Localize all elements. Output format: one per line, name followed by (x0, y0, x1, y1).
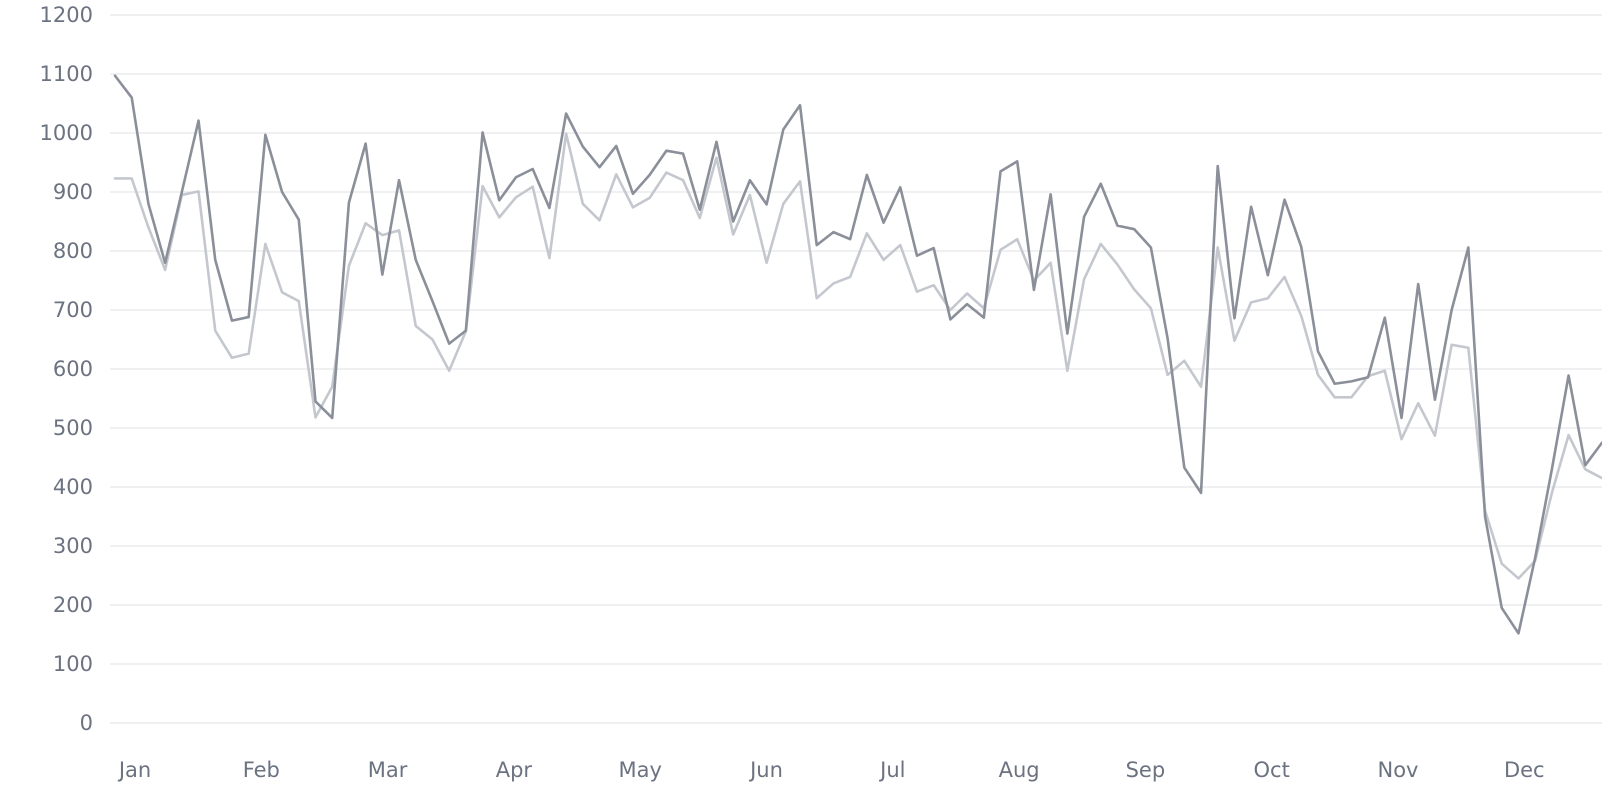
y-tick-label: 1100 (40, 62, 93, 86)
x-tick-label-feb: Feb (243, 758, 280, 782)
x-tick-label-oct: Oct (1254, 758, 1290, 782)
series-line-2 (113, 132, 1602, 580)
x-tick-label-nov: Nov (1378, 758, 1419, 782)
x-tick-label-dec: Dec (1504, 758, 1545, 782)
y-tick-label: 500 (53, 416, 93, 440)
grid-layer (110, 14, 1602, 724)
y-tick-label: 1000 (40, 121, 93, 145)
x-tick-label-apr: Apr (496, 758, 533, 782)
series-line-1 (113, 74, 1602, 635)
y-tick-label: 0 (80, 711, 93, 735)
x-tick-label-may: May (618, 758, 661, 782)
y-tick-label: 800 (53, 239, 93, 263)
x-tick-label-jul: Jul (878, 758, 905, 782)
x-axis-tick-labels: Jan Feb Mar Apr May Jun Jul Aug Sep Oct Nov Dec (117, 758, 1545, 782)
y-tick-label: 700 (53, 298, 93, 322)
y-axis-tick-labels: 0 100 200 300 400 500 600 700 800 900 1000 1100 1200 (40, 3, 93, 735)
y-tick-label: 100 (53, 652, 93, 676)
y-tick-label: 400 (53, 475, 93, 499)
x-tick-label-sep: Sep (1126, 758, 1166, 782)
y-tick-label: 600 (53, 357, 93, 381)
y-tick-label: 300 (53, 534, 93, 558)
y-tick-label: 200 (53, 593, 93, 617)
x-tick-label-jan: Jan (117, 758, 151, 782)
x-tick-label-aug: Aug (999, 758, 1040, 782)
y-tick-label: 1200 (40, 3, 93, 27)
x-tick-label-mar: Mar (368, 758, 408, 782)
y-tick-label: 900 (53, 180, 93, 204)
series-layer (113, 74, 1602, 635)
x-tick-label-jun: Jun (748, 758, 783, 782)
